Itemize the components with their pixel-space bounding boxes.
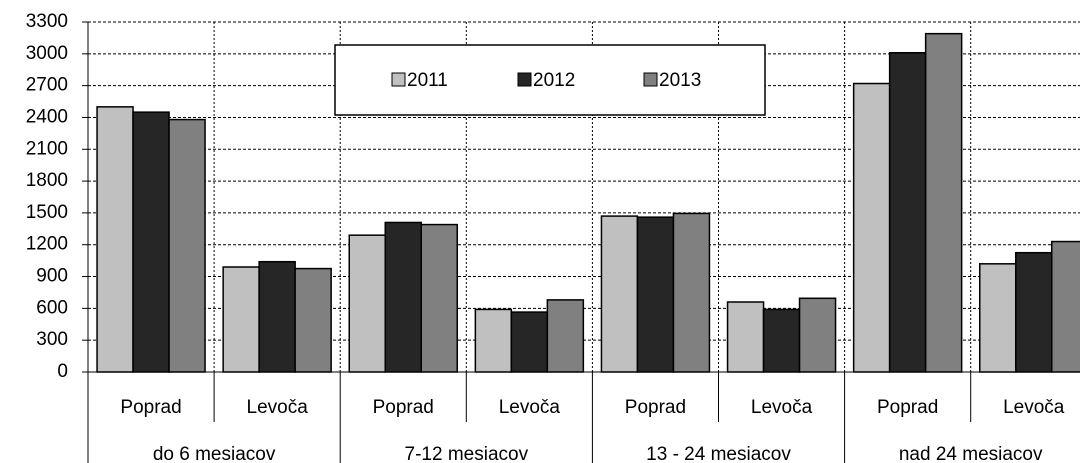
x-tick-label: Poprad xyxy=(373,397,434,418)
group-label: nad 24 mesiacov xyxy=(899,444,1043,463)
x-tick-label: Levoča xyxy=(751,397,813,418)
bar xyxy=(294,267,332,373)
legend xyxy=(334,44,766,116)
bar xyxy=(96,106,134,373)
legend-label: 2012 xyxy=(533,70,575,91)
bar xyxy=(762,308,801,373)
bar xyxy=(979,263,1017,373)
group-label: 7-12 mesiacov xyxy=(405,444,529,463)
y-tick-label: 1200 xyxy=(26,234,68,255)
legend-label: 2011 xyxy=(407,70,448,91)
y-tick-label: 2400 xyxy=(26,106,68,127)
bar xyxy=(474,308,513,373)
x-tick-label: Levoča xyxy=(247,397,309,418)
bar xyxy=(726,301,765,373)
bar xyxy=(852,82,891,373)
group-label: 13 - 24 mesiacov xyxy=(646,444,791,463)
bar xyxy=(510,311,549,373)
legend-swatch xyxy=(643,72,658,87)
bar xyxy=(1051,240,1080,373)
bar xyxy=(132,111,170,373)
y-tick-label: 300 xyxy=(36,329,68,350)
bar xyxy=(420,223,458,373)
bar xyxy=(546,299,585,373)
y-tick-label: 3300 xyxy=(26,11,68,32)
legend-swatch xyxy=(517,72,532,87)
bar xyxy=(600,215,639,373)
legend-swatch xyxy=(391,72,406,87)
y-tick-label: 0 xyxy=(57,361,68,382)
y-tick-label: 2700 xyxy=(26,75,68,96)
bar xyxy=(798,297,837,373)
y-tick-label: 600 xyxy=(36,297,68,318)
bar xyxy=(348,234,386,373)
y-tick-label: 1800 xyxy=(26,170,68,191)
x-tick-label: Poprad xyxy=(120,397,181,418)
bar xyxy=(924,32,963,373)
x-tick-label: Poprad xyxy=(877,397,938,418)
bar xyxy=(168,118,206,373)
bar xyxy=(888,52,927,373)
y-tick-label: 3000 xyxy=(26,43,68,64)
bar xyxy=(1015,251,1053,373)
legend-label: 2013 xyxy=(659,70,701,91)
y-tick-label: 2100 xyxy=(26,138,68,159)
x-tick-label: Poprad xyxy=(625,397,686,418)
group-label: do 6 mesiacov xyxy=(153,444,276,463)
bar xyxy=(222,266,260,373)
y-tick-label: 900 xyxy=(36,266,68,287)
bar xyxy=(258,260,296,373)
y-tick-label: 1500 xyxy=(26,202,68,223)
bar xyxy=(384,221,422,373)
bar xyxy=(672,212,711,373)
x-tick-label: Levoča xyxy=(499,397,561,418)
x-tick-label: Levoča xyxy=(1003,397,1065,418)
bar xyxy=(636,216,675,373)
